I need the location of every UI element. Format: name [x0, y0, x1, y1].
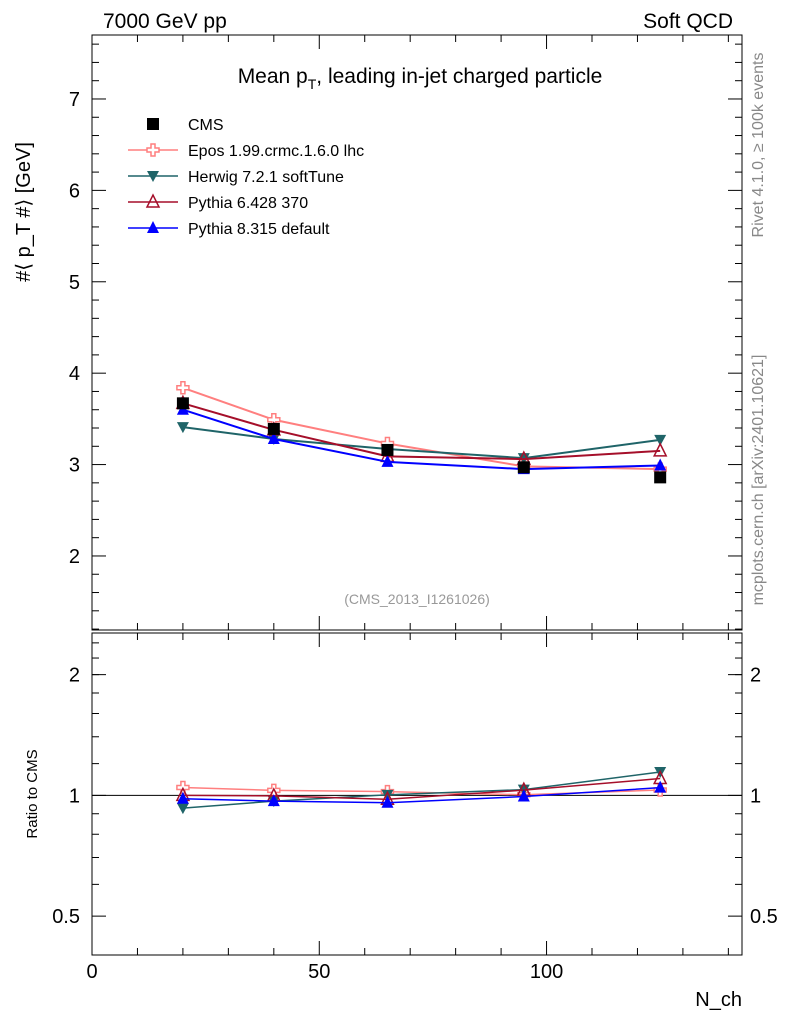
legend-label: CMS	[188, 117, 224, 134]
legend-label: Herwig 7.2.1 softTune	[188, 169, 344, 186]
y-tick-label: 3	[69, 455, 80, 477]
ratio-data-point	[267, 794, 280, 807]
ratio-y-tick-label-right: 1	[750, 785, 761, 807]
legend-label: Epos 1.99.crmc.1.6.0 lhc	[188, 143, 364, 160]
ratio-data-point	[381, 789, 394, 801]
rivet-version-label: Rivet 4.1.0, ≥ 100k events	[750, 53, 767, 238]
ratio-y-axis-label: Ratio to CMS	[24, 749, 41, 838]
header-left: 7000 GeV pp	[103, 10, 227, 33]
main-plot-frame	[91, 34, 743, 631]
series-line	[182, 408, 661, 471]
chart-title-sub: T	[308, 76, 317, 92]
y-tick-label: 7	[69, 89, 80, 111]
y-tick-label: 6	[69, 180, 80, 202]
legend-label: Pythia 6.428 370	[188, 195, 308, 212]
ratio-data-point	[654, 780, 667, 793]
data-point	[381, 454, 394, 467]
ratio-y-tick-label: 2	[69, 665, 80, 687]
data-point	[654, 434, 667, 446]
legend-entry: Pythia 8.315 default	[128, 221, 330, 238]
ratio-data-point	[381, 795, 394, 808]
data-point	[381, 443, 394, 456]
legend-marker	[146, 143, 160, 157]
data-point	[654, 471, 667, 484]
legend-entry: Epos 1.99.crmc.1.6.0 lhc	[128, 143, 364, 160]
series-pythia-8-315-default	[176, 402, 667, 808]
chart-title-rest: , leading in-jet charged particle	[316, 65, 602, 88]
data-point	[176, 397, 189, 410]
ratio-y-tick-label-right: 2	[750, 665, 761, 687]
y-tick-label: 5	[69, 272, 80, 294]
legend-marker	[147, 171, 159, 182]
legend-label: Pythia 8.315 default	[188, 221, 330, 238]
legend-entry: CMS	[147, 117, 224, 134]
series-herwig-7-2-1-softtune	[176, 422, 667, 815]
data-point	[654, 458, 667, 471]
data-point	[652, 442, 668, 457]
data-point	[176, 422, 189, 434]
ratio-plot-frame	[91, 632, 743, 956]
x-tick-label: 100	[530, 961, 563, 983]
legend-marker	[147, 118, 159, 130]
data-point	[176, 381, 190, 395]
x-tick-label: 0	[86, 961, 97, 983]
data-point	[267, 431, 280, 444]
chart-title: Mean pT, leading in-jet charged particle	[238, 65, 603, 92]
y-tick-label: 2	[69, 546, 80, 568]
legend-entry: Pythia 6.428 370	[128, 193, 308, 212]
y-tick-label: 4	[69, 363, 80, 385]
x-tick-label: 50	[308, 961, 330, 983]
series-cms	[176, 397, 667, 484]
y-axis-label: #⟨ p_T #⟩ [GeV]	[13, 142, 35, 282]
legend-marker	[145, 193, 161, 208]
mcplots-label: mcplots.cern.ch [arXiv:2401.10621]	[750, 355, 767, 606]
data-point	[267, 422, 280, 435]
x-axis-label: N_ch	[695, 989, 742, 1011]
ratio-y-tick-label-right: 0.5	[750, 906, 778, 928]
data-point	[517, 461, 530, 474]
legend-entry: Herwig 7.2.1 softTune	[128, 169, 344, 186]
ratio-data-point	[176, 803, 189, 815]
header-right: Soft QCD	[643, 10, 733, 33]
ratio-data-point	[176, 791, 189, 804]
legend-marker	[147, 221, 159, 233]
ratio-y-tick-label: 1	[69, 785, 80, 807]
ratio-data-point	[517, 789, 530, 802]
analysis-id-annotation: (CMS_2013_I1261026)	[344, 591, 490, 607]
ratio-y-tick-label: 0.5	[52, 906, 80, 928]
